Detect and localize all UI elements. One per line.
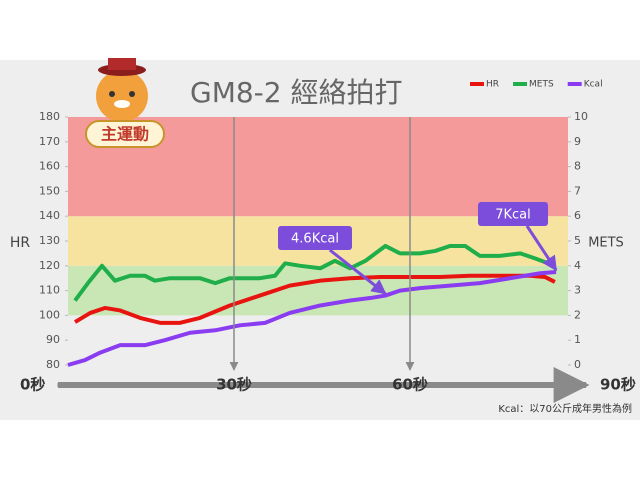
y2-tick-label: 7 bbox=[574, 184, 581, 197]
annotation-box bbox=[278, 226, 352, 250]
y2-tick-label: 2 bbox=[574, 308, 581, 321]
y-tick-label: 140 bbox=[39, 209, 60, 222]
footnote: Kcal：以70公斤成年男性為例 bbox=[498, 402, 632, 415]
series-line bbox=[73, 243, 556, 302]
y2-tick-label: 4 bbox=[574, 259, 581, 272]
legend-label: HR bbox=[486, 80, 499, 90]
y-axis-label: HR bbox=[10, 235, 31, 251]
annotation-label: 4.6Kcal bbox=[291, 232, 339, 247]
y2-axis-label: METS bbox=[588, 236, 624, 251]
x-tick-label: 90秒 bbox=[600, 376, 636, 394]
y-tick-label: 110 bbox=[39, 284, 60, 297]
y2-tick-label: 10 bbox=[574, 110, 588, 123]
y2-tick-label: 0 bbox=[574, 358, 581, 371]
y-tick-label: 180 bbox=[39, 110, 60, 123]
mascot bbox=[85, 58, 165, 148]
y2-tick-label: 5 bbox=[574, 234, 581, 247]
y2-tick-label: 6 bbox=[574, 209, 581, 222]
y2-tick-label: 9 bbox=[574, 135, 581, 148]
y-tick-label: 170 bbox=[39, 135, 60, 148]
annotation-box bbox=[478, 202, 548, 226]
legend-label: METS bbox=[529, 80, 554, 90]
chart-title: GM8-2 經絡拍打 bbox=[190, 76, 403, 109]
series-line bbox=[73, 273, 556, 325]
annotation-label: 7Kcal bbox=[495, 208, 531, 223]
legend-label: Kcal bbox=[584, 80, 603, 90]
y-tick-label: 120 bbox=[39, 259, 60, 272]
x-tick-label: 60秒 bbox=[392, 376, 428, 394]
y2-tick-label: 3 bbox=[574, 284, 581, 297]
annotation-arrow bbox=[525, 225, 558, 272]
series-line bbox=[67, 270, 557, 367]
y-tick-label: 130 bbox=[39, 234, 60, 247]
x-tick-label: 0秒 bbox=[20, 376, 45, 394]
y-tick-label: 150 bbox=[39, 184, 60, 197]
y-tick-label: 90 bbox=[46, 333, 60, 346]
y-tick-label: 160 bbox=[39, 160, 60, 173]
y2-tick-label: 8 bbox=[574, 160, 581, 173]
y-tick-label: 100 bbox=[39, 308, 60, 321]
y2-tick-label: 1 bbox=[574, 333, 581, 346]
annotation-arrow bbox=[328, 248, 387, 295]
badge: 主運動 bbox=[101, 125, 149, 144]
x-tick-label: 30秒 bbox=[216, 376, 252, 394]
y-tick-label: 80 bbox=[46, 358, 60, 371]
